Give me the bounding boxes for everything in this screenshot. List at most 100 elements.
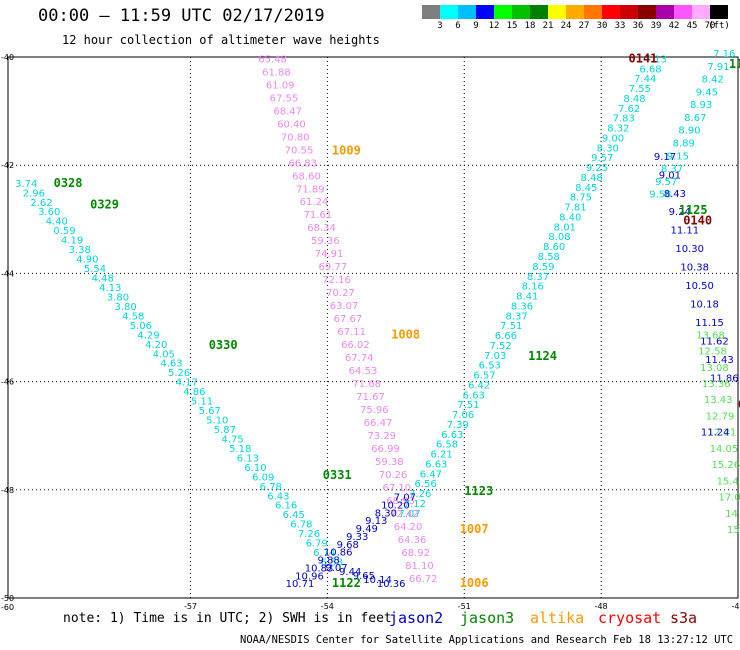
- pass-time-label: 1122: [332, 576, 361, 590]
- wave-height-value: 9.57: [591, 153, 613, 164]
- wave-height-value: 6.45: [283, 510, 305, 521]
- wave-height-value: 11.86: [710, 374, 739, 385]
- wave-height-value: 7.13: [645, 54, 667, 65]
- wave-height-value: 7.55: [629, 84, 651, 95]
- wave-height-value: 71.89: [296, 184, 325, 195]
- wave-height-value: 9.13: [365, 516, 387, 527]
- wave-height-value: 5.87: [214, 425, 236, 436]
- wave-height-value: 10.38: [680, 263, 709, 274]
- wave-height-value: 66.72: [409, 574, 438, 585]
- wave-height-value: 15.4: [717, 476, 739, 487]
- legend-label: 9: [473, 21, 479, 31]
- wave-height-value: 3.80: [114, 302, 136, 313]
- wave-height-value: 10.86: [324, 548, 353, 559]
- wave-height-value: 13.68: [696, 330, 725, 341]
- wave-height-value: 3.74: [15, 179, 37, 190]
- legend-swatch: [674, 5, 692, 19]
- wave-height-value: 71.68: [352, 379, 381, 390]
- wave-height-value: 9.57: [655, 177, 677, 188]
- wave-height-value: 81.10: [405, 561, 434, 572]
- wave-height-value: 8.30: [375, 508, 397, 519]
- wave-height-value: 5.54: [84, 264, 106, 275]
- pass-time-label: 1008: [391, 327, 420, 341]
- wave-height-value: 8.01: [554, 222, 576, 233]
- wave-height-value: 10.71: [286, 579, 315, 590]
- wave-height-value: 9.68: [337, 540, 359, 551]
- wave-height-value: 6.53: [479, 361, 501, 372]
- wave-height-value: 8.48: [623, 94, 645, 105]
- wave-height-value: 9.07: [325, 563, 347, 574]
- wave-height-value: 66.83: [288, 158, 317, 169]
- wave-height-value: 72.16: [322, 275, 351, 286]
- wave-height-value: 4.86: [183, 387, 205, 398]
- legend-label: 70: [704, 21, 716, 31]
- wave-height-value: 5.10: [206, 416, 228, 427]
- wave-height-value: 9.65: [353, 571, 375, 582]
- wave-height-value: 6.09: [252, 472, 274, 483]
- wave-height-value: 11.15: [695, 318, 724, 329]
- wave-height-value: 2.96: [23, 188, 45, 199]
- wave-height-value: 9.45: [696, 87, 718, 98]
- legend-swatch: [620, 5, 638, 19]
- wave-height-value: 73.29: [367, 431, 396, 442]
- legend-swatch: [422, 5, 440, 19]
- legend-label: (ft): [708, 21, 730, 31]
- page-subtitle: 12 hour collection of altimeter wave hei…: [62, 33, 380, 47]
- wave-height-value: 64.36: [398, 535, 427, 546]
- legend-swatch: [692, 5, 710, 19]
- wave-height-value: 9.01: [659, 170, 681, 181]
- wave-height-value: 4.29: [137, 330, 159, 341]
- wave-height-value: 5.11: [191, 397, 213, 408]
- wave-height-value: 4.75: [221, 435, 243, 446]
- wave-height-value: 6.10: [244, 463, 266, 474]
- wave-height-value: 7.51: [500, 321, 522, 332]
- legend-label: 24: [560, 21, 572, 31]
- wave-height-value: 6.57: [473, 371, 495, 382]
- wave-height-value: 4.63: [160, 359, 182, 370]
- wave-height-value: 9.15: [667, 151, 689, 162]
- lon-tick-label: -54: [321, 602, 334, 611]
- wave-height-value: 8.40: [559, 213, 581, 224]
- wave-height-value: 10.20: [381, 501, 410, 512]
- wave-height-value: 10.83: [305, 563, 334, 574]
- wave-height-value: 68.92: [401, 548, 430, 559]
- wave-height-value: 7.03: [484, 351, 506, 362]
- wave-height-value: 11.24: [701, 428, 730, 439]
- wave-height-value: 67.67: [334, 314, 363, 325]
- wave-height-value: 6.47: [420, 469, 442, 480]
- pass-time-label: 1123: [464, 484, 493, 498]
- wave-height-value: 7.81: [564, 203, 586, 214]
- pass-time-label: 1124: [528, 349, 557, 363]
- lat-tick-label: -40: [1, 53, 14, 62]
- wave-height-value: 6.63: [425, 460, 447, 471]
- color-legend-bar: [422, 5, 728, 19]
- pass-time-label: 0141: [629, 51, 658, 65]
- wave-height-value: 72.42: [390, 509, 419, 520]
- legend-label: 45: [686, 21, 698, 31]
- wave-height-value: 8.75: [570, 193, 592, 204]
- wave-height-value: 60.40: [277, 119, 306, 130]
- wave-height-value: 6.74: [313, 548, 335, 559]
- satellite-legend-jason3: jason3: [460, 609, 515, 627]
- wave-height-value: 7.44: [634, 74, 656, 85]
- wave-height-value: 3.38: [69, 245, 91, 256]
- legend-label: 33: [614, 21, 626, 31]
- lat-tick-label: -48: [1, 486, 14, 495]
- legend-label: 12: [488, 21, 500, 31]
- wave-height-value: 6.78: [260, 482, 282, 493]
- wave-height-value: 4.13: [99, 283, 121, 294]
- wave-height-value: 61.88: [262, 67, 291, 78]
- wave-height-value: 5.18: [229, 444, 251, 455]
- wave-height-value: 10.36: [377, 579, 406, 590]
- legend-swatch: [494, 5, 512, 19]
- wave-height-value: 17.0: [718, 493, 740, 504]
- wave-height-value: 9.33: [346, 532, 368, 543]
- corner-tick-label: -60: [1, 603, 14, 612]
- wave-height-value: 67.55: [270, 93, 299, 104]
- lon-tick-label: -48: [595, 602, 608, 611]
- pass-time-label: 112: [729, 57, 740, 71]
- satellite-legend-cryosat: cryosat: [598, 609, 662, 627]
- wave-height-value: 11.11: [670, 226, 699, 237]
